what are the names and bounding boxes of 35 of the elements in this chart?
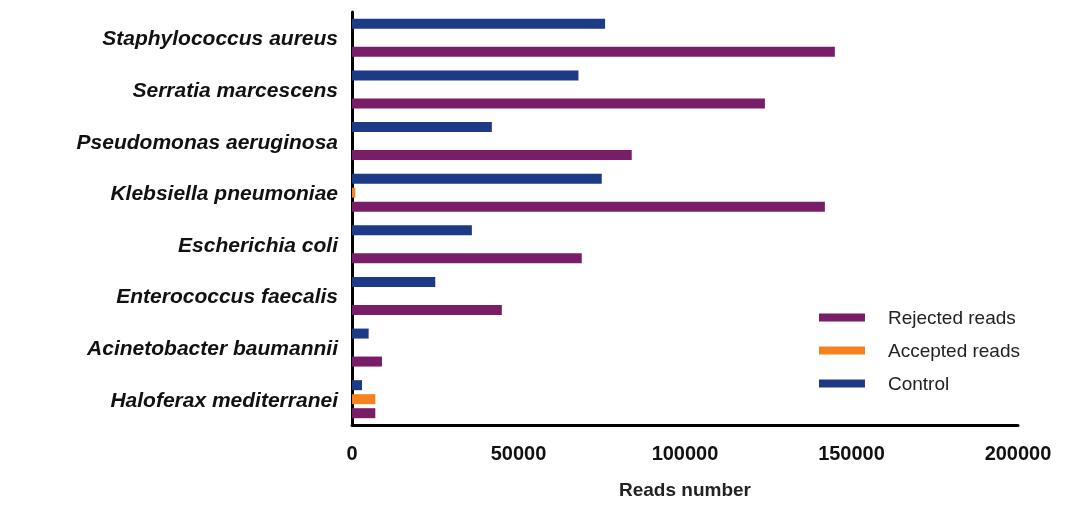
bar — [352, 46, 835, 57]
x-tick-label: 50000 — [490, 442, 547, 464]
y-tick-label: Klebsiella pneumoniae — [110, 181, 339, 205]
bar — [352, 122, 492, 133]
y-tick-label: Enterococcus faecalis — [116, 284, 338, 308]
bar — [352, 18, 606, 29]
legend-label: Accepted reads — [887, 340, 1021, 361]
legend-label: Rejected reads — [887, 307, 1016, 328]
bar — [352, 276, 436, 287]
bar — [352, 328, 369, 339]
y-tick-label: Acinetobacter baumannii — [86, 336, 340, 360]
bar — [352, 173, 602, 184]
x-axis-title: Reads number — [619, 479, 752, 500]
bar — [352, 201, 825, 212]
bar — [352, 394, 376, 405]
legend-label: Control — [887, 373, 950, 394]
x-tick-label: 150000 — [818, 442, 885, 464]
bar — [352, 98, 765, 109]
bar — [352, 150, 632, 161]
y-tick-label: Escherichia coli — [178, 232, 340, 256]
bar — [352, 70, 579, 81]
x-tick-label: 200000 — [984, 442, 1052, 464]
bar — [352, 253, 582, 264]
x-tick-label: 0 — [346, 442, 358, 464]
bar — [352, 380, 362, 391]
bar — [352, 356, 382, 367]
bar — [352, 225, 472, 236]
y-tick-label: Serratia marcescens — [132, 77, 338, 101]
y-tick-label: Haloferax mediterranei — [110, 387, 340, 411]
bar — [352, 304, 502, 315]
x-tick-label: 100000 — [651, 442, 719, 464]
bar — [352, 187, 356, 198]
y-tick-label: Staphylococcus aureus — [102, 26, 338, 50]
bar — [352, 408, 376, 419]
y-tick-label: Pseudomonas aeruginosa — [76, 129, 339, 153]
